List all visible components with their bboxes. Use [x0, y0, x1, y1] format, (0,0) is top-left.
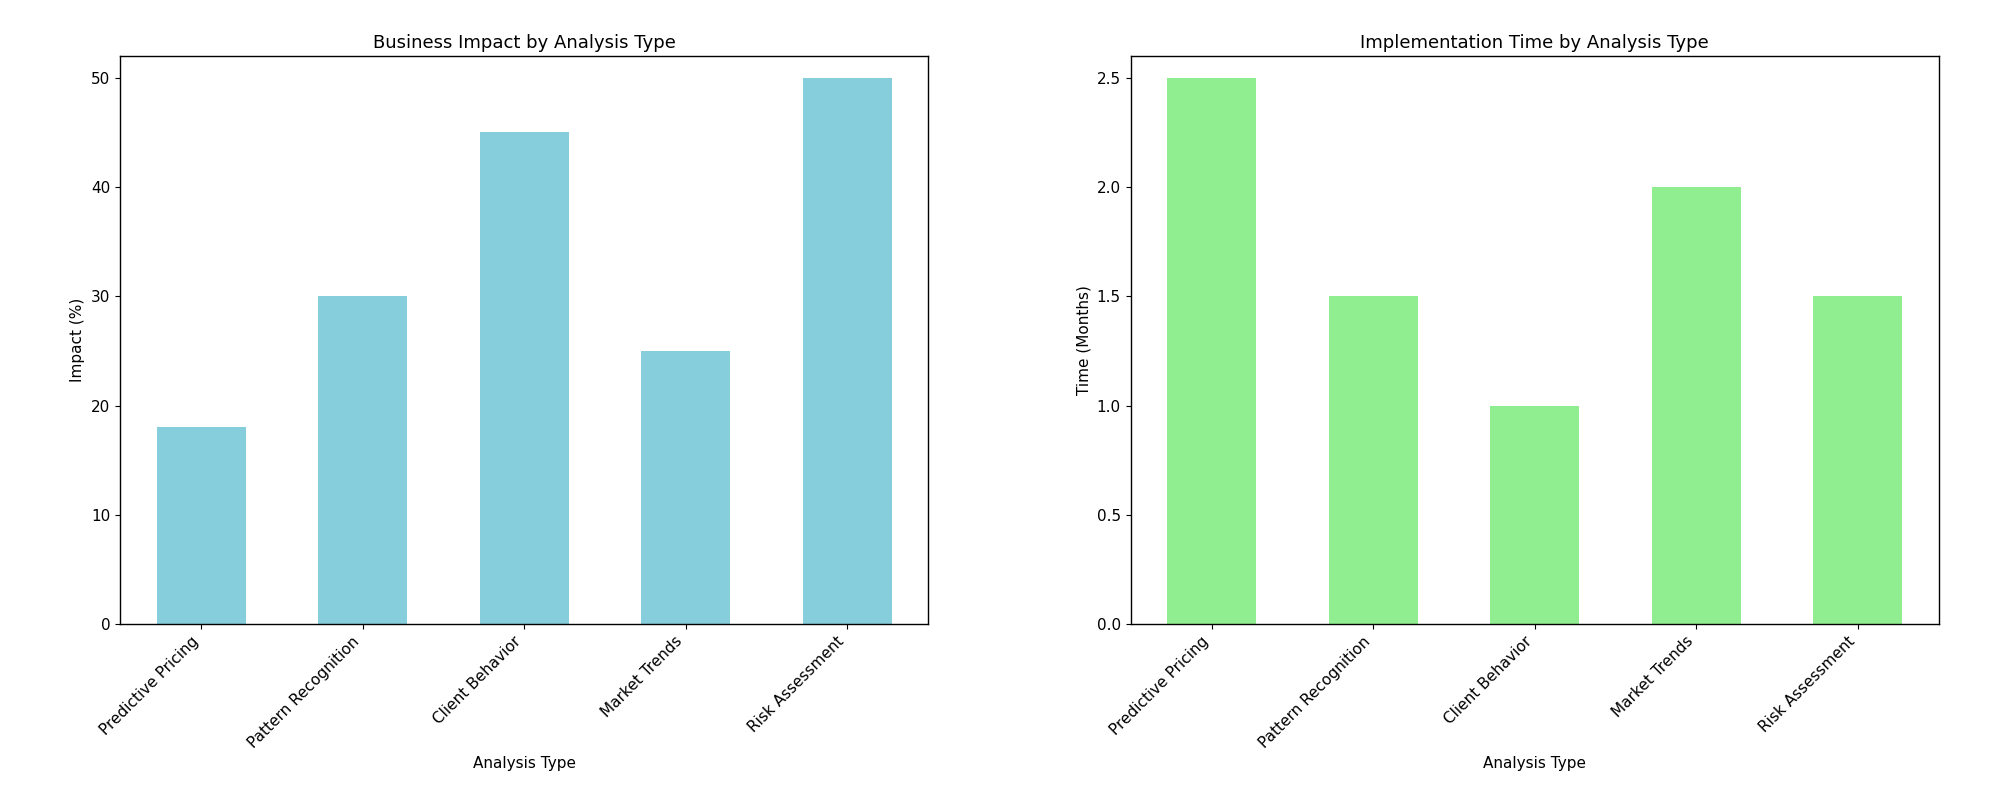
Bar	[480, 133, 567, 624]
Bar	[1329, 296, 1417, 624]
Title: Implementation Time by Analysis Type: Implementation Time by Analysis Type	[1361, 34, 1708, 52]
Bar	[1167, 78, 1255, 624]
Bar	[156, 427, 246, 624]
Bar	[641, 351, 729, 624]
X-axis label: Analysis Type: Analysis Type	[472, 756, 575, 771]
Title: Business Impact by Analysis Type: Business Impact by Analysis Type	[372, 34, 675, 52]
X-axis label: Analysis Type: Analysis Type	[1483, 756, 1586, 771]
Y-axis label: Time (Months): Time (Months)	[1075, 285, 1091, 395]
Y-axis label: Impact (%): Impact (%)	[70, 298, 86, 382]
Bar	[1491, 406, 1578, 624]
Bar	[318, 296, 408, 624]
Bar	[803, 78, 891, 624]
Bar	[1812, 296, 1902, 624]
Bar	[1650, 187, 1740, 624]
